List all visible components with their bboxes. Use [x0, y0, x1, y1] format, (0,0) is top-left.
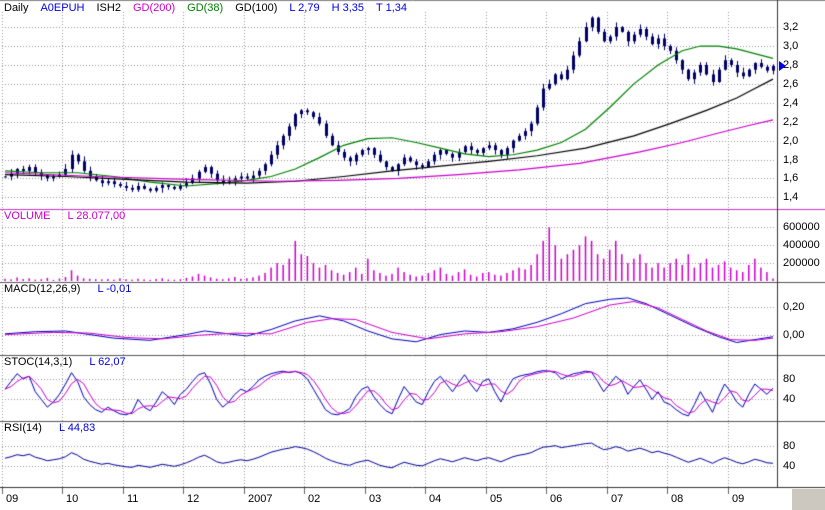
- stoc-panel-title: STOC(14,3,1) L 62,07: [4, 356, 126, 368]
- macd-last-value: L -0,01: [97, 283, 132, 295]
- volume-y-axis-label: 600000: [783, 221, 820, 233]
- legend-a0epuh: A0EPUH: [40, 2, 85, 14]
- legend-daily: Daily: [4, 2, 29, 14]
- x-axis-label: 12: [187, 493, 200, 505]
- price-y-axis-label: 2,4: [783, 97, 799, 109]
- x-axis-label: 02: [308, 493, 321, 505]
- x-axis-label: 2007: [248, 493, 273, 505]
- x-axis-label: 05: [490, 493, 503, 505]
- volume-y-axis-label: 400000: [783, 239, 820, 251]
- legend-t-1-34: T 1,34: [376, 2, 407, 14]
- volume-panel-title: VOLUME L 28.077,00: [4, 210, 125, 222]
- x-axis-label: 07: [611, 493, 624, 505]
- price-y-axis-label: 3,2: [783, 21, 799, 33]
- macd-panel-title: MACD(12,26,9) L -0,01: [4, 283, 131, 295]
- x-axis-label: 04: [429, 493, 442, 505]
- rsi-last-value: L 44,83: [58, 422, 96, 434]
- volume-last-value: L 28.077,00: [67, 210, 126, 222]
- x-axis-label: 03: [369, 493, 382, 505]
- stoc-y-axis-label: 40: [783, 393, 796, 405]
- rsi-y-axis-label: 40: [783, 460, 796, 472]
- legend-gd-38-: GD(38): [187, 2, 224, 14]
- rsi-title: RSI(14): [4, 422, 42, 434]
- legend-h-3-35: H 3,35: [331, 2, 364, 14]
- legend-l-2-79: L 2,79: [289, 2, 320, 14]
- chart-legend: Daily A0EPUH ISH2 GD(200) GD(38) GD(100) L 2,7…: [4, 2, 419, 14]
- price-y-axis-label: 1,6: [783, 172, 799, 184]
- volume-y-axis-label: 200000: [783, 257, 820, 269]
- price-y-axis-label: 2,6: [783, 78, 799, 90]
- legend-gd-200-: GD(200): [132, 2, 176, 14]
- stoc-title: STOC(14,3,1): [4, 356, 73, 368]
- stoc-y-axis-label: 80: [783, 373, 796, 385]
- legend-ish2: ISH2: [96, 2, 121, 14]
- x-axis-label: 06: [550, 493, 563, 505]
- macd-y-axis-label: 0,00: [783, 329, 805, 341]
- last-price-marker-icon: [779, 60, 786, 71]
- x-axis-label: 09: [732, 493, 745, 505]
- price-y-axis-label: 1,4: [783, 191, 799, 203]
- price-y-axis-label: 3,0: [783, 40, 799, 52]
- volume-title: VOLUME: [4, 210, 51, 222]
- legend-gd-100-: GD(100): [235, 2, 278, 14]
- price-y-axis-label: 2,8: [783, 59, 799, 71]
- x-axis-label: 10: [66, 493, 79, 505]
- x-axis-label: 09: [6, 493, 19, 505]
- window-resize-corner[interactable]: [792, 489, 825, 510]
- price-y-axis-label: 2,2: [783, 116, 799, 128]
- rsi-y-axis-label: 80: [783, 440, 796, 452]
- x-axis-label: 11: [127, 493, 139, 505]
- price-y-axis-label: 1,8: [783, 154, 799, 166]
- macd-y-axis-label: 0,20: [783, 301, 805, 313]
- macd-title: MACD(12,26,9): [4, 283, 81, 295]
- stoc-last-value: L 62,07: [89, 356, 126, 368]
- rsi-panel-title: RSI(14) L 44,83: [4, 422, 95, 434]
- price-y-axis-label: 2,0: [783, 135, 799, 147]
- x-axis-label: 08: [671, 493, 684, 505]
